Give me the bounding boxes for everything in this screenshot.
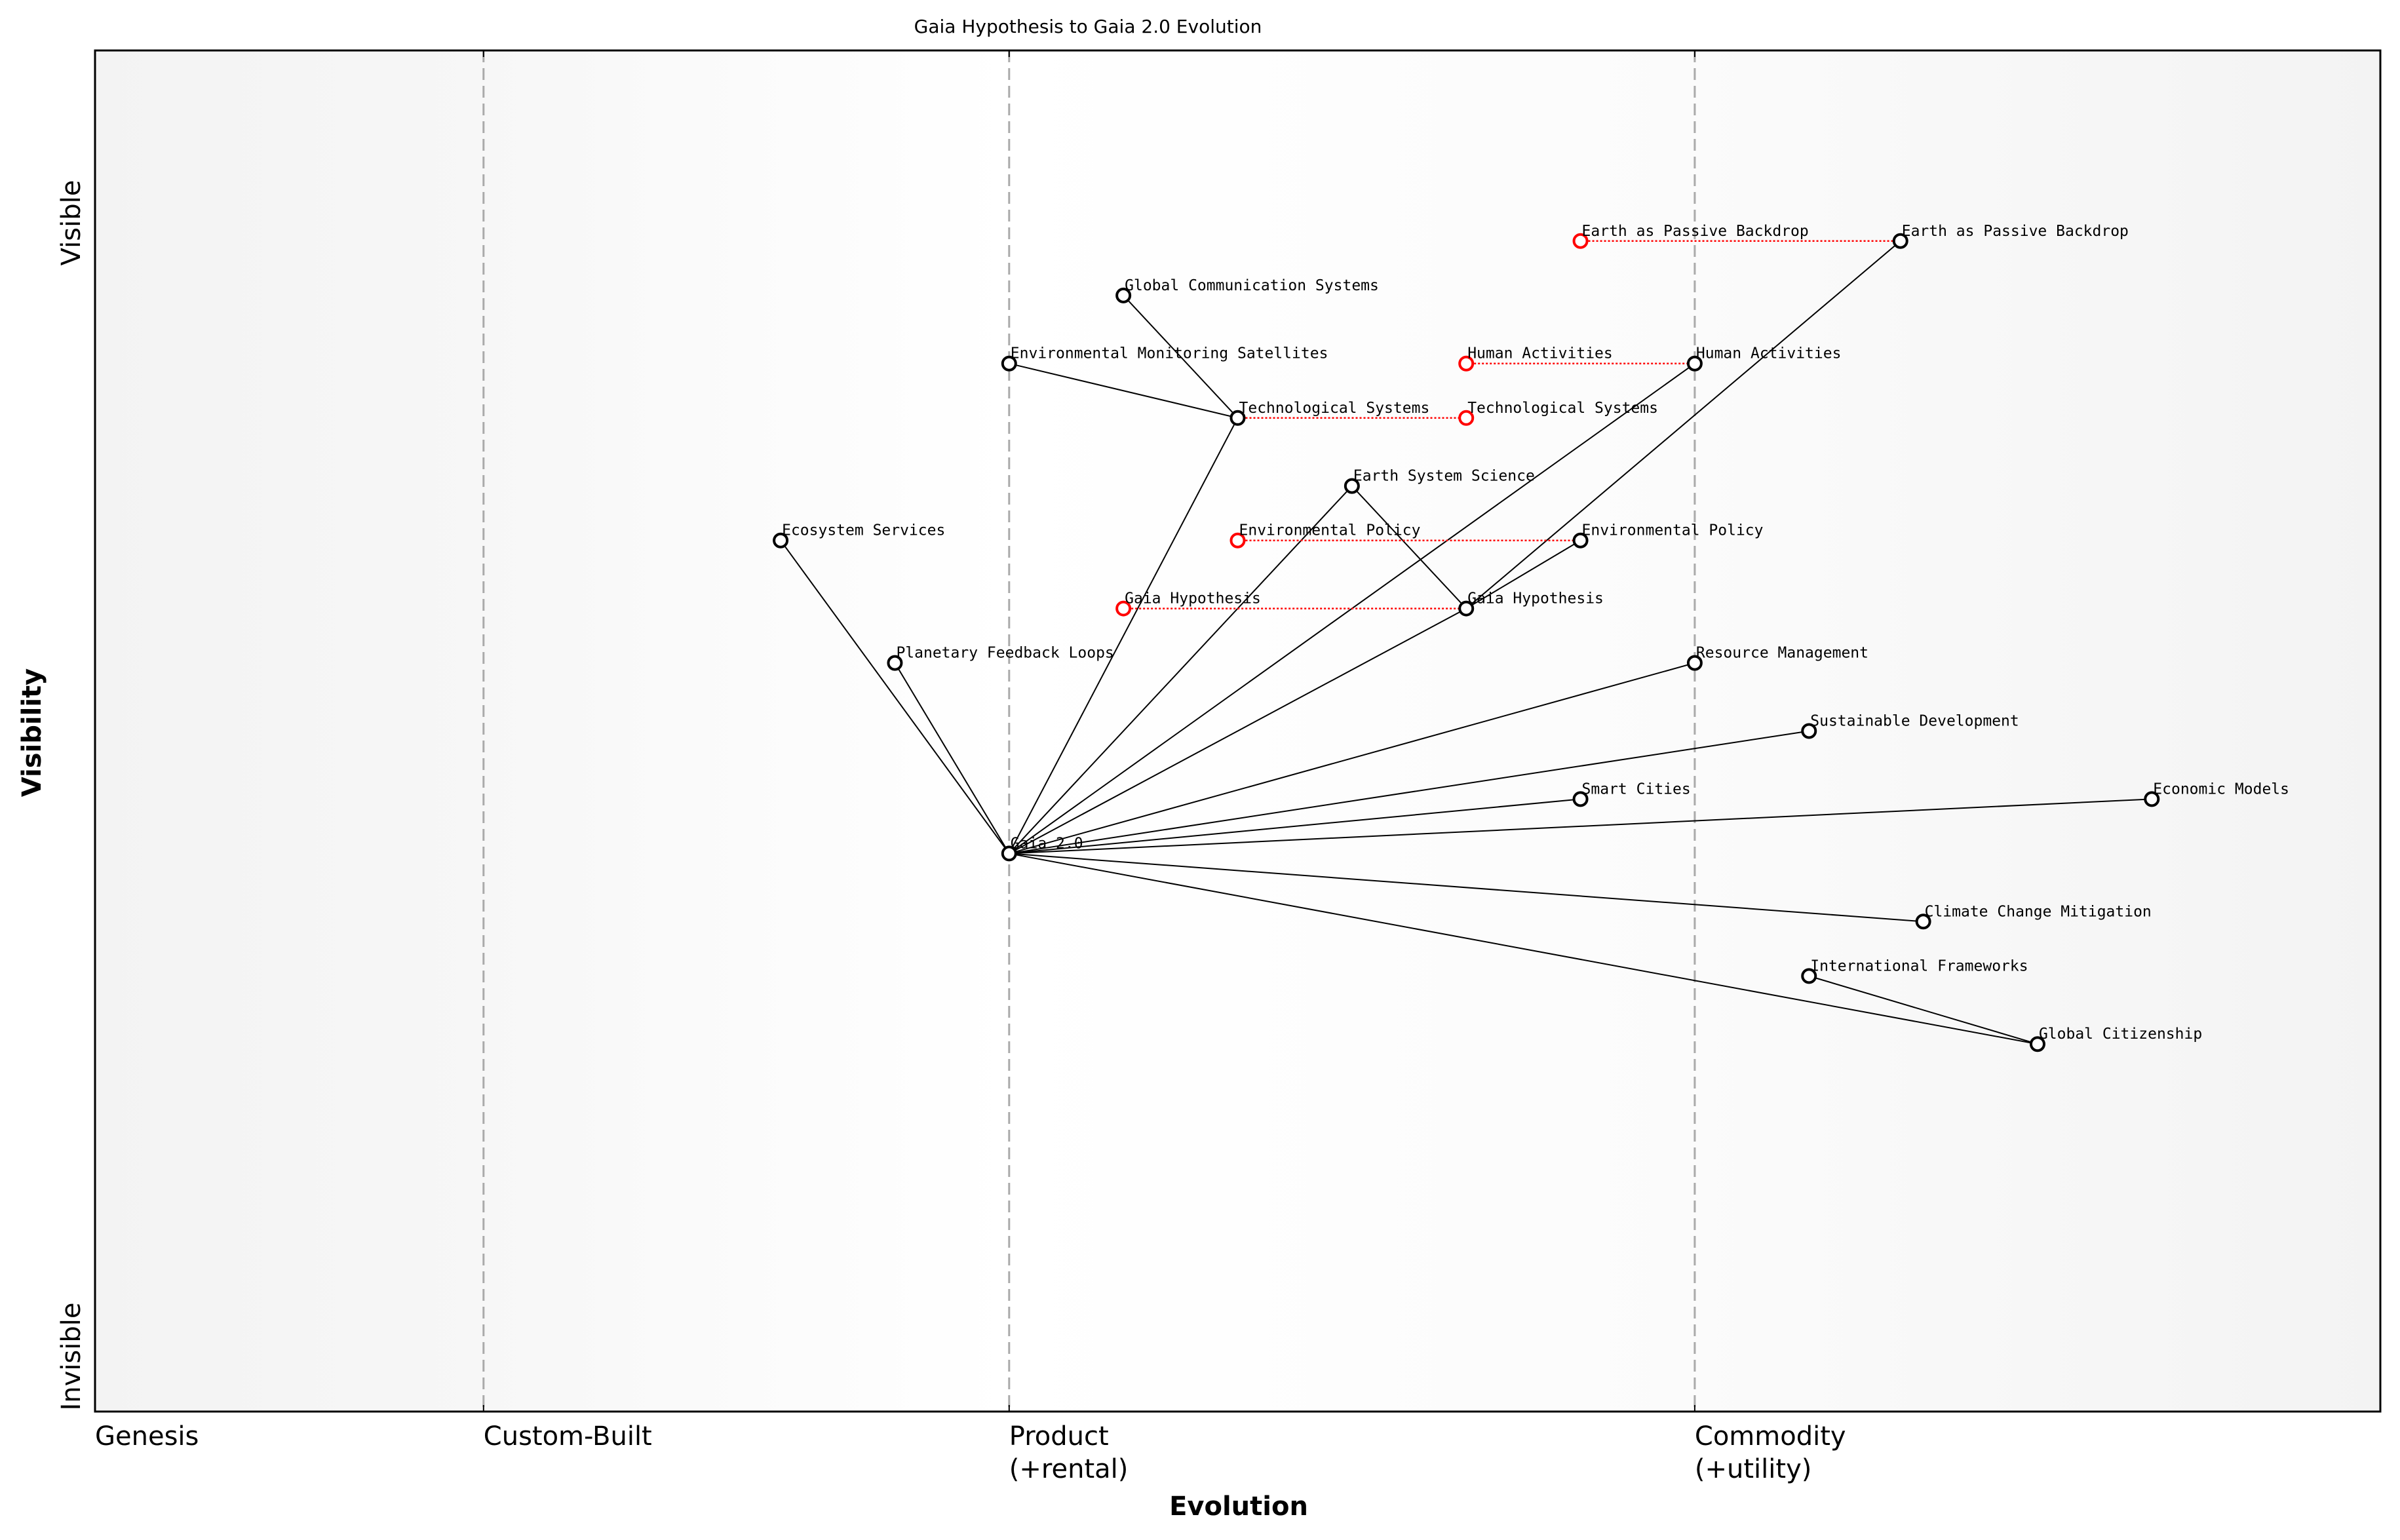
ghost-node-label: Human Activities — [1467, 345, 1613, 362]
ghost-node-label: Earth as Passive Backdrop — [1582, 223, 1809, 240]
x-axis-label: Evolution — [1169, 1492, 1308, 1522]
component-label: Global Communication Systems — [1125, 277, 1379, 294]
component-label: Technological Systems — [1239, 400, 1430, 417]
stage-label: Product — [1009, 1421, 1109, 1452]
ghost-node[interactable] — [1458, 410, 1475, 426]
dependency-link — [1808, 975, 2038, 1045]
component-node[interactable] — [1344, 478, 1360, 494]
component-node[interactable] — [1915, 914, 1931, 930]
ghost-node[interactable] — [1115, 600, 1132, 617]
map-title: Gaia Hypothesis to Gaia 2.0 Evolution — [914, 16, 1262, 37]
component-node[interactable] — [1686, 655, 1703, 671]
stage-label: Commodity — [1695, 1421, 1846, 1452]
stage-label: Custom-Built — [484, 1421, 652, 1452]
component-label: Earth System Science — [1353, 468, 1535, 485]
dependency-link — [1465, 241, 1901, 609]
component-label: Planetary Feedback Loops — [896, 645, 1113, 662]
component-label: Smart Cities — [1582, 780, 1691, 798]
component-label: Sustainable Development — [1810, 713, 2019, 730]
plot-frame — [94, 49, 2382, 1413]
component-label: Ecosystem Services — [782, 522, 945, 539]
ghost-node[interactable] — [1458, 355, 1475, 372]
component-node[interactable] — [1115, 287, 1132, 303]
stage-sublabel: (+rental) — [1009, 1454, 1129, 1484]
stage-sublabel: (+utility) — [1695, 1454, 1811, 1484]
dependency-link — [1008, 417, 1239, 854]
ghost-node[interactable] — [1572, 233, 1589, 249]
component-node[interactable] — [1801, 968, 1817, 984]
component-node[interactable] — [1686, 355, 1703, 372]
dependency-link — [1123, 295, 1239, 419]
y-axis-label: Visibility — [17, 668, 47, 797]
dependency-link — [1009, 362, 1238, 419]
component-label: Human Activities — [1696, 345, 1842, 362]
component-node[interactable] — [1801, 723, 1817, 739]
component-node[interactable] — [1892, 233, 1908, 249]
component-node[interactable] — [1229, 410, 1246, 426]
dependency-link — [1009, 798, 1581, 855]
component-node[interactable] — [887, 655, 903, 671]
y-bottom-label: Invisible — [56, 1303, 87, 1411]
component-node[interactable] — [773, 532, 789, 549]
component-label: Environmental Policy — [1582, 522, 1764, 539]
dependency-link — [1009, 853, 2038, 1045]
component-node[interactable] — [1001, 845, 1017, 862]
component-label: International Frameworks — [1810, 957, 2028, 974]
component-label: Climate Change Mitigation — [1925, 903, 2152, 920]
component-label: Earth as Passive Backdrop — [1902, 223, 2129, 240]
dependency-link — [1009, 607, 1467, 855]
component-label: Global Citizenship — [2039, 1026, 2202, 1043]
component-node[interactable] — [2029, 1036, 2045, 1052]
component-label: Resource Management — [1696, 645, 1868, 662]
component-node[interactable] — [1572, 532, 1589, 549]
dependency-link — [1009, 798, 2152, 855]
dependency-link — [1009, 485, 1353, 855]
ghost-node-label: Gaia Hypothesis — [1125, 590, 1261, 607]
dependency-link — [1009, 730, 1810, 855]
component-label: Gaia Hypothesis — [1467, 590, 1604, 607]
component-node[interactable] — [1458, 600, 1475, 617]
dependency-link — [780, 540, 1010, 855]
dependency-link — [1465, 539, 1581, 609]
component-label: Gaia 2.0 — [1011, 835, 1083, 852]
ghost-node-label: Technological Systems — [1467, 400, 1658, 417]
dependency-link — [1009, 853, 1924, 923]
stage-label: Genesis — [95, 1421, 199, 1452]
component-node[interactable] — [1001, 355, 1017, 372]
ghost-node-label: Environmental Policy — [1239, 522, 1421, 539]
component-node[interactable] — [2144, 791, 2160, 807]
ghost-node[interactable] — [1229, 532, 1246, 549]
component-label: Economic Models — [2153, 780, 2289, 798]
y-top-label: Visible — [56, 180, 87, 266]
dependency-link — [1009, 662, 1695, 855]
component-label: Environmental Monitoring Satellites — [1011, 345, 1328, 362]
component-node[interactable] — [1572, 791, 1589, 807]
dependency-link — [1351, 485, 1467, 609]
dependency-link — [894, 663, 1010, 854]
